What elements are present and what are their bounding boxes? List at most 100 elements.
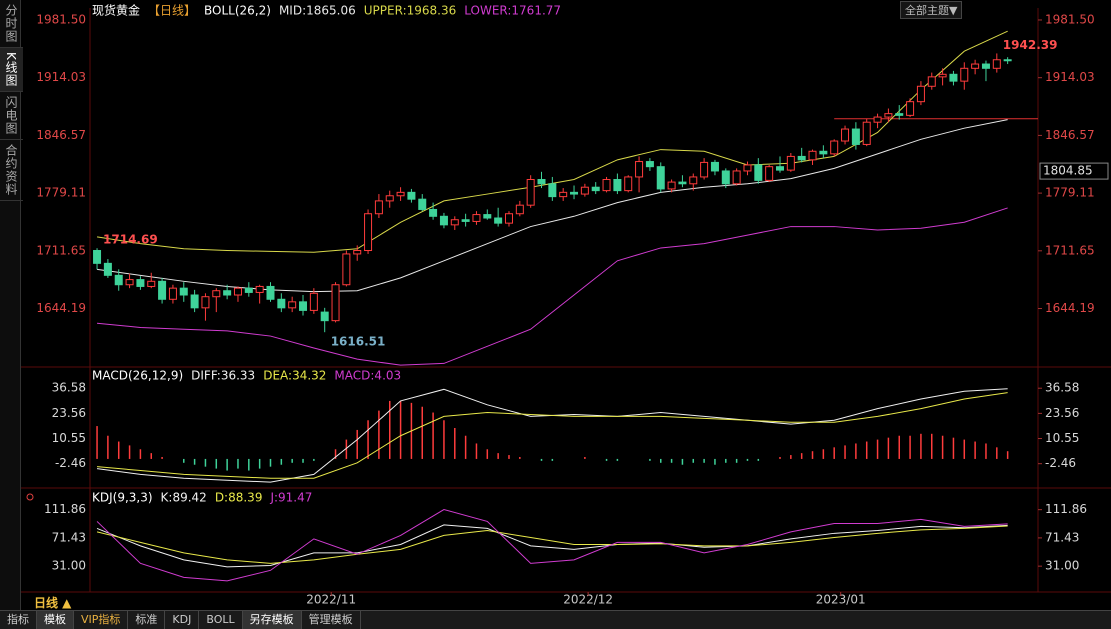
candle-body <box>309 292 318 311</box>
candle-body <box>179 287 188 296</box>
candle-body <box>591 186 600 192</box>
cursor-price: 1804.85 <box>1043 164 1093 178</box>
candle-body <box>125 279 134 286</box>
y-tick-label: 111.86 <box>44 502 86 516</box>
y-tick-label: 71.43 <box>1045 530 1079 544</box>
candle-body <box>851 128 860 145</box>
candle-body <box>721 170 730 185</box>
tab[interactable]: 闪电图 <box>0 92 23 140</box>
candle-body <box>364 213 373 252</box>
candle-body <box>158 280 167 300</box>
legend-entry: 【日线】 <box>148 4 196 18</box>
candle-body <box>472 214 481 222</box>
tab[interactable]: 合约资料 <box>0 140 23 201</box>
price-annotation: 1714.69 <box>103 233 158 247</box>
y-tick-label: -2.46 <box>1045 456 1076 470</box>
candle-body <box>212 290 221 298</box>
legend-entry: UPPER:1968.36 <box>364 4 456 18</box>
candle-body <box>808 150 817 161</box>
legend-entry: KDJ(9,3,3) <box>92 491 153 505</box>
candle-body <box>374 200 383 215</box>
candle-body <box>981 63 990 69</box>
candle-body <box>233 287 242 296</box>
x-tick-label: 2023/01 <box>816 593 866 607</box>
legend-entry: BOLL(26,2) <box>204 4 271 18</box>
candle-body <box>396 191 405 197</box>
candle-body <box>407 191 416 200</box>
indicator-line <box>96 119 1008 293</box>
candle-body <box>450 219 459 226</box>
legend-entry: DEA:34.32 <box>263 369 326 383</box>
candle-body <box>635 161 644 178</box>
legend-entry: DIFF:36.33 <box>191 369 255 383</box>
indicator-line <box>97 392 1008 479</box>
candle-body <box>201 296 210 309</box>
candle-body <box>504 213 513 224</box>
indicator-line <box>96 207 1008 366</box>
y-tick-label: 31.00 <box>1045 559 1079 573</box>
tab[interactable]: K线图 <box>0 48 23 92</box>
tool[interactable]: VIP指标 <box>74 611 129 629</box>
candle-body <box>559 191 568 198</box>
legend-entry: MID:1865.06 <box>279 4 356 18</box>
candle-body <box>580 186 589 195</box>
candle-body <box>136 279 145 287</box>
period-button[interactable]: 日线 ▲ <box>34 596 72 610</box>
tool[interactable]: 指标 <box>0 611 37 629</box>
candle-body <box>255 285 264 293</box>
candle-body <box>624 176 633 192</box>
candle-body <box>1003 59 1012 62</box>
tool[interactable]: BOLL <box>199 611 243 629</box>
candle-body <box>667 181 676 190</box>
y-tick-label: 1779.11 <box>36 186 86 200</box>
candle-body <box>244 287 253 293</box>
legend-entry: 现货黄金 <box>92 3 140 18</box>
candle-body <box>645 161 654 168</box>
candle-body <box>873 116 882 123</box>
candle-body <box>548 183 557 198</box>
legend-entry: MACD:4.03 <box>334 369 401 383</box>
y-tick-label: 1644.19 <box>1045 301 1095 315</box>
y-tick-label: 36.58 <box>1045 381 1079 395</box>
candle-body <box>841 128 850 142</box>
tool[interactable]: 模板 <box>37 611 74 629</box>
candle-body <box>299 301 308 311</box>
tool[interactable]: 标准 <box>128 611 166 629</box>
legend-entry: LOWER:1761.77 <box>464 4 561 18</box>
price-annotation: 1942.39 <box>1003 38 1058 52</box>
candle-body <box>266 285 275 300</box>
candle-body <box>537 179 546 185</box>
legend-entry: MACD(26,12,9) <box>92 369 183 383</box>
candle-body <box>494 217 503 224</box>
y-tick-label: 1711.65 <box>36 243 86 257</box>
y-tick-label: 23.56 <box>52 406 86 420</box>
candle-body <box>418 198 427 210</box>
candle-body <box>168 287 177 300</box>
x-tick-label: 2022/11 <box>306 593 356 607</box>
chart: 1981.50 1981.50 1914.03 1914.03 1846.57 1846.… <box>21 3 1111 607</box>
candle-body <box>483 214 492 219</box>
tab[interactable]: 分时图 <box>0 0 23 48</box>
y-tick-label: 36.58 <box>52 381 86 395</box>
panel-icon[interactable] <box>26 493 34 501</box>
candle-body <box>906 101 915 116</box>
candle-body <box>710 161 719 172</box>
candle-body <box>938 73 947 78</box>
indicator-line <box>96 525 1008 564</box>
y-tick-label: 1644.19 <box>36 301 86 315</box>
candle-body <box>830 140 839 155</box>
y-tick-label: 1914.03 <box>1045 70 1095 84</box>
tool[interactable]: 管理模板 <box>302 611 361 629</box>
legend-entry: D:88.39 <box>215 491 263 505</box>
tool[interactable]: KDJ <box>165 611 200 629</box>
candle-body <box>689 176 698 185</box>
candle-body <box>971 63 980 69</box>
y-tick-label: 23.56 <box>1045 406 1079 420</box>
candle-body <box>288 301 297 309</box>
price-annotation: 1616.51 <box>331 335 386 349</box>
y-tick-label: 1981.50 <box>1045 12 1095 26</box>
theme-menu[interactable]: 全部主题▼ <box>900 1 963 19</box>
candle-body <box>797 155 806 161</box>
tool[interactable]: 另存模板 <box>242 611 302 629</box>
